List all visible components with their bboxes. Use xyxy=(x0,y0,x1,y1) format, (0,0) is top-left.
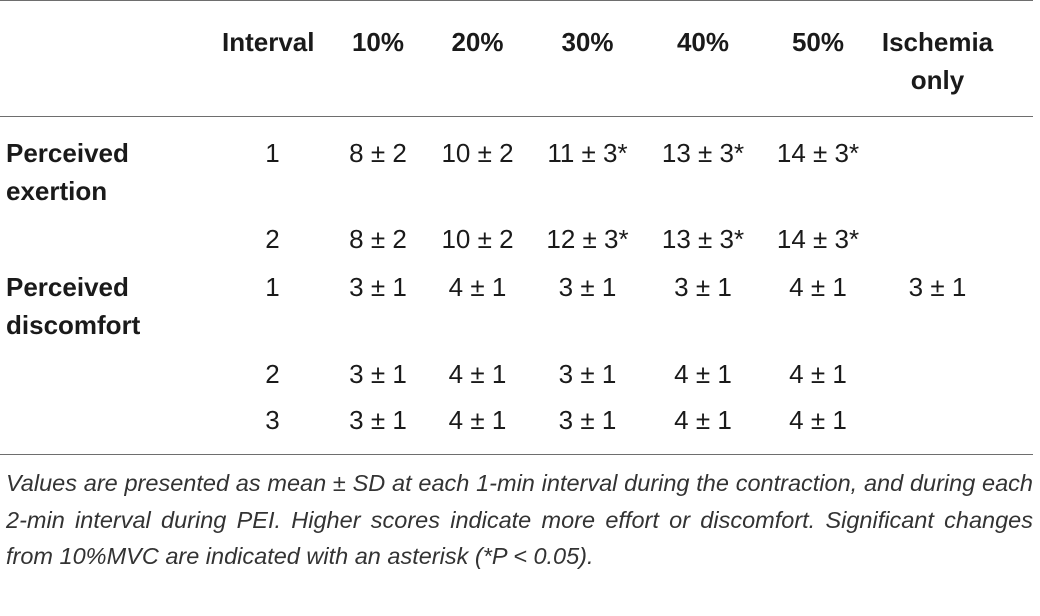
table-cell: 4 ± 1 xyxy=(448,405,507,435)
table-cell: 3 ± 1 xyxy=(558,359,617,389)
table-cell: 13 ± 3* xyxy=(661,138,745,168)
header-10pct: 10% xyxy=(351,27,405,57)
header-ischemia-line1: Ischemia xyxy=(881,27,994,57)
table-cell-interval: 1 xyxy=(265,138,280,168)
table-cell: 10 ± 2 xyxy=(441,138,514,168)
header-interval: Interval xyxy=(222,27,315,57)
table-cell: 3 ± 1 xyxy=(349,359,407,389)
table-cell: 8 ± 2 xyxy=(349,138,407,168)
header-ischemia-line2: only xyxy=(910,65,965,95)
table-cell: 4 ± 1 xyxy=(448,359,507,389)
table-cell: 4 ± 1 xyxy=(448,272,507,302)
table-cell: 3 ± 1 xyxy=(558,272,617,302)
top-rule xyxy=(0,0,1033,1)
table-cell: 3 ± 1 xyxy=(349,405,407,435)
bottom-rule xyxy=(0,454,1033,455)
table-footnote: Values are presented as mean ± SD at eac… xyxy=(6,470,1033,569)
header-30pct: 30% xyxy=(561,27,614,57)
table-cell: 8 ± 2 xyxy=(349,224,407,254)
header-ischemia-only: Ischemia only xyxy=(880,23,995,99)
table-cell: 4 ± 1 xyxy=(789,405,847,435)
table-cell: 4 ± 1 xyxy=(789,272,847,302)
table-cell: 14 ± 3* xyxy=(776,224,860,254)
table-cell-interval: 3 xyxy=(265,405,280,435)
table-cell: 4 ± 1 xyxy=(674,405,732,435)
table-cell: 14 ± 3* xyxy=(776,138,860,168)
group-label-exertion: Perceived exertion xyxy=(6,138,129,206)
table-cell-interval: 2 xyxy=(265,359,280,389)
table-cell-interval: 2 xyxy=(265,224,280,254)
table-cell: 12 ± 3* xyxy=(546,224,629,254)
table-cell-interval: 1 xyxy=(265,272,280,302)
table-cell: 3 ± 1 xyxy=(349,272,407,302)
table-cell: 13 ± 3* xyxy=(661,224,745,254)
header-50pct: 50% xyxy=(791,27,845,57)
header-40pct: 40% xyxy=(676,27,730,57)
table-cell: 3 ± 1 xyxy=(908,272,967,302)
header-20pct: 20% xyxy=(451,27,504,57)
table-cell: 3 ± 1 xyxy=(558,405,617,435)
table-cell: 4 ± 1 xyxy=(789,359,847,389)
table-cell: 4 ± 1 xyxy=(674,359,732,389)
table-cell: 11 ± 3* xyxy=(547,138,628,168)
group-label-discomfort: Perceived discomfort xyxy=(6,272,141,340)
header-rule xyxy=(0,116,1033,117)
table-cell: 10 ± 2 xyxy=(441,224,514,254)
table-cell: 3 ± 1 xyxy=(674,272,732,302)
